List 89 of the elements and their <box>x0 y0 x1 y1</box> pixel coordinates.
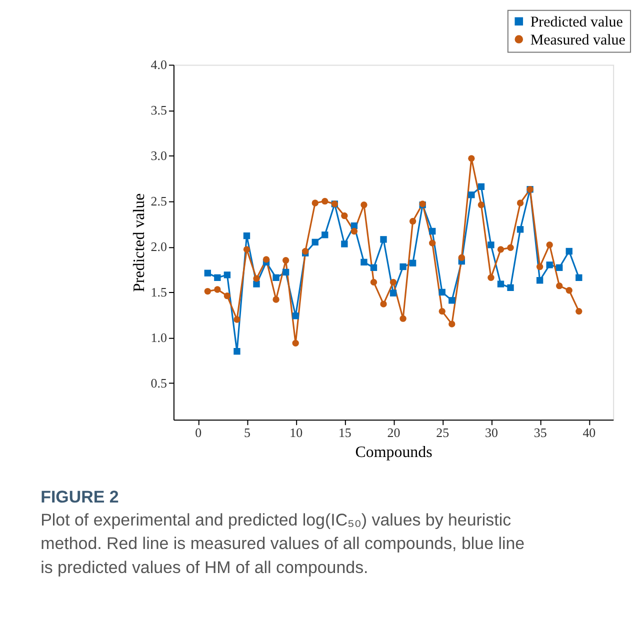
point <box>312 200 318 206</box>
point <box>360 258 368 266</box>
point <box>576 308 582 315</box>
point <box>292 340 299 346</box>
y-tick-label: 3.0 <box>150 148 167 164</box>
point <box>556 282 563 290</box>
y-tick-label: 2.5 <box>150 194 167 209</box>
point <box>390 290 397 296</box>
y-tick-label: 1.0 <box>150 330 167 346</box>
point <box>400 315 406 322</box>
x-tick-label: 35 <box>534 425 547 440</box>
point <box>400 263 406 270</box>
point <box>497 246 504 253</box>
point <box>546 242 553 248</box>
point <box>234 348 240 355</box>
y-tick-label: 4.0 <box>150 57 167 72</box>
point <box>507 284 514 291</box>
point <box>243 232 250 240</box>
point <box>360 202 368 208</box>
y-axis-title: Predicted value <box>130 193 148 292</box>
point <box>566 287 572 294</box>
point <box>438 288 446 296</box>
point <box>204 270 211 276</box>
x-tick-label: 40 <box>582 425 596 440</box>
point <box>507 244 514 251</box>
x-tick-label: 30 <box>485 425 498 440</box>
y-tick-label: 3.5 <box>150 102 167 118</box>
point <box>448 297 456 304</box>
text: Plot of experimental and predicted log(IC₅₀) values by heuristic method. Red line is measured values of all compounds, blue line is predicted values of HM of all compounds. <box>40 510 525 578</box>
point <box>409 218 416 225</box>
point <box>516 226 524 233</box>
point <box>488 242 494 248</box>
x-tick-label: 25 <box>436 425 450 440</box>
point <box>429 228 436 235</box>
point <box>390 278 397 286</box>
y-tick-label: 1.5 <box>150 284 167 300</box>
point <box>576 274 582 281</box>
point <box>458 254 466 261</box>
point <box>536 263 544 270</box>
point <box>214 274 221 281</box>
point <box>478 202 485 208</box>
point <box>478 183 485 190</box>
point <box>272 274 280 281</box>
point <box>370 264 378 271</box>
point <box>409 260 416 266</box>
point <box>341 212 348 220</box>
point <box>234 316 240 323</box>
point <box>488 274 494 281</box>
point <box>224 292 231 300</box>
point <box>468 155 475 162</box>
point <box>282 268 290 276</box>
point <box>253 275 260 282</box>
point <box>380 300 387 308</box>
y-tick-label: 2.0 <box>150 239 167 254</box>
x-tick-label: 5 <box>244 425 250 440</box>
point <box>546 262 553 268</box>
point <box>536 277 544 284</box>
point <box>438 308 446 315</box>
point <box>350 228 358 235</box>
point <box>224 272 231 278</box>
x-tick-label: 15 <box>338 425 352 440</box>
legend-label: Predicted value <box>530 14 624 30</box>
point <box>370 278 378 286</box>
x-axis-title: Compounds <box>355 444 432 461</box>
y-tick-label: 0.5 <box>150 376 167 391</box>
point <box>380 236 387 243</box>
point <box>262 256 270 263</box>
point <box>204 288 211 295</box>
point <box>429 240 436 246</box>
point <box>516 200 524 206</box>
point <box>322 232 328 238</box>
point <box>292 312 299 320</box>
point <box>322 198 328 205</box>
point <box>243 246 250 253</box>
point <box>556 264 563 271</box>
point <box>272 296 280 303</box>
point <box>312 238 318 246</box>
point <box>468 191 475 198</box>
point <box>282 257 290 264</box>
point <box>497 280 504 288</box>
point <box>214 286 221 293</box>
point <box>341 240 348 248</box>
legend-label: Measured value <box>530 32 626 48</box>
x-tick-label: 10 <box>290 425 303 440</box>
x-tick-label: 20 <box>387 425 400 440</box>
point <box>566 248 572 255</box>
caption: FIGURE 2 <box>40 487 119 506</box>
point <box>448 320 456 328</box>
x-tick-label: 0 <box>195 425 202 440</box>
